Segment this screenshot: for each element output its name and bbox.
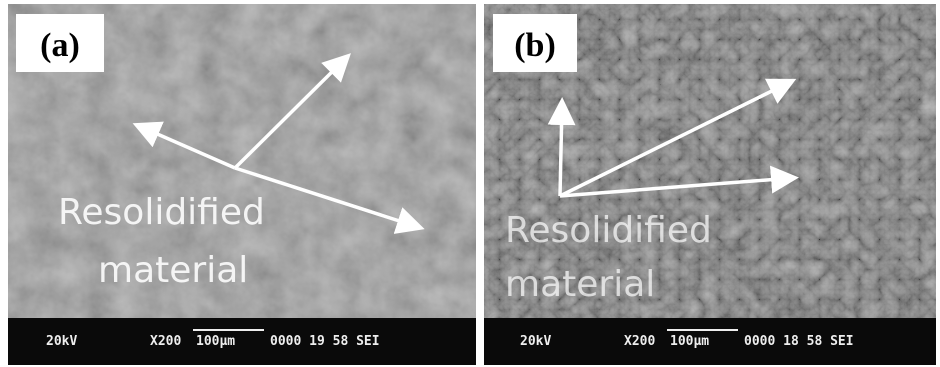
annotation: material: [98, 250, 248, 291]
code: 0000 18 58 SEI: [744, 334, 854, 349]
annotation: material: [505, 264, 655, 305]
scale: 100µm: [670, 334, 709, 349]
panel-label: (a): [40, 27, 80, 64]
panel-b: (b) Resolidified material 20kV X200 100µ…: [484, 4, 936, 365]
voltage: 20kV: [46, 334, 77, 349]
annotation: Resolidified: [58, 192, 265, 233]
magnification: X200: [150, 334, 181, 349]
panel-a: (a) Resolidified material 20kV X200 100µ…: [8, 4, 476, 365]
voltage: 20kV: [520, 334, 551, 349]
info-bar: [8, 318, 476, 365]
scale: 100µm: [196, 334, 235, 349]
panel-label: (b): [514, 27, 556, 64]
arrow: [560, 104, 562, 196]
magnification: X200: [624, 334, 655, 349]
info-bar: [484, 318, 936, 365]
code: 0000 19 58 SEI: [270, 334, 380, 349]
figure: (a) Resolidified material 20kV X200 100µ…: [0, 0, 940, 367]
annotation: Resolidified: [505, 210, 712, 251]
